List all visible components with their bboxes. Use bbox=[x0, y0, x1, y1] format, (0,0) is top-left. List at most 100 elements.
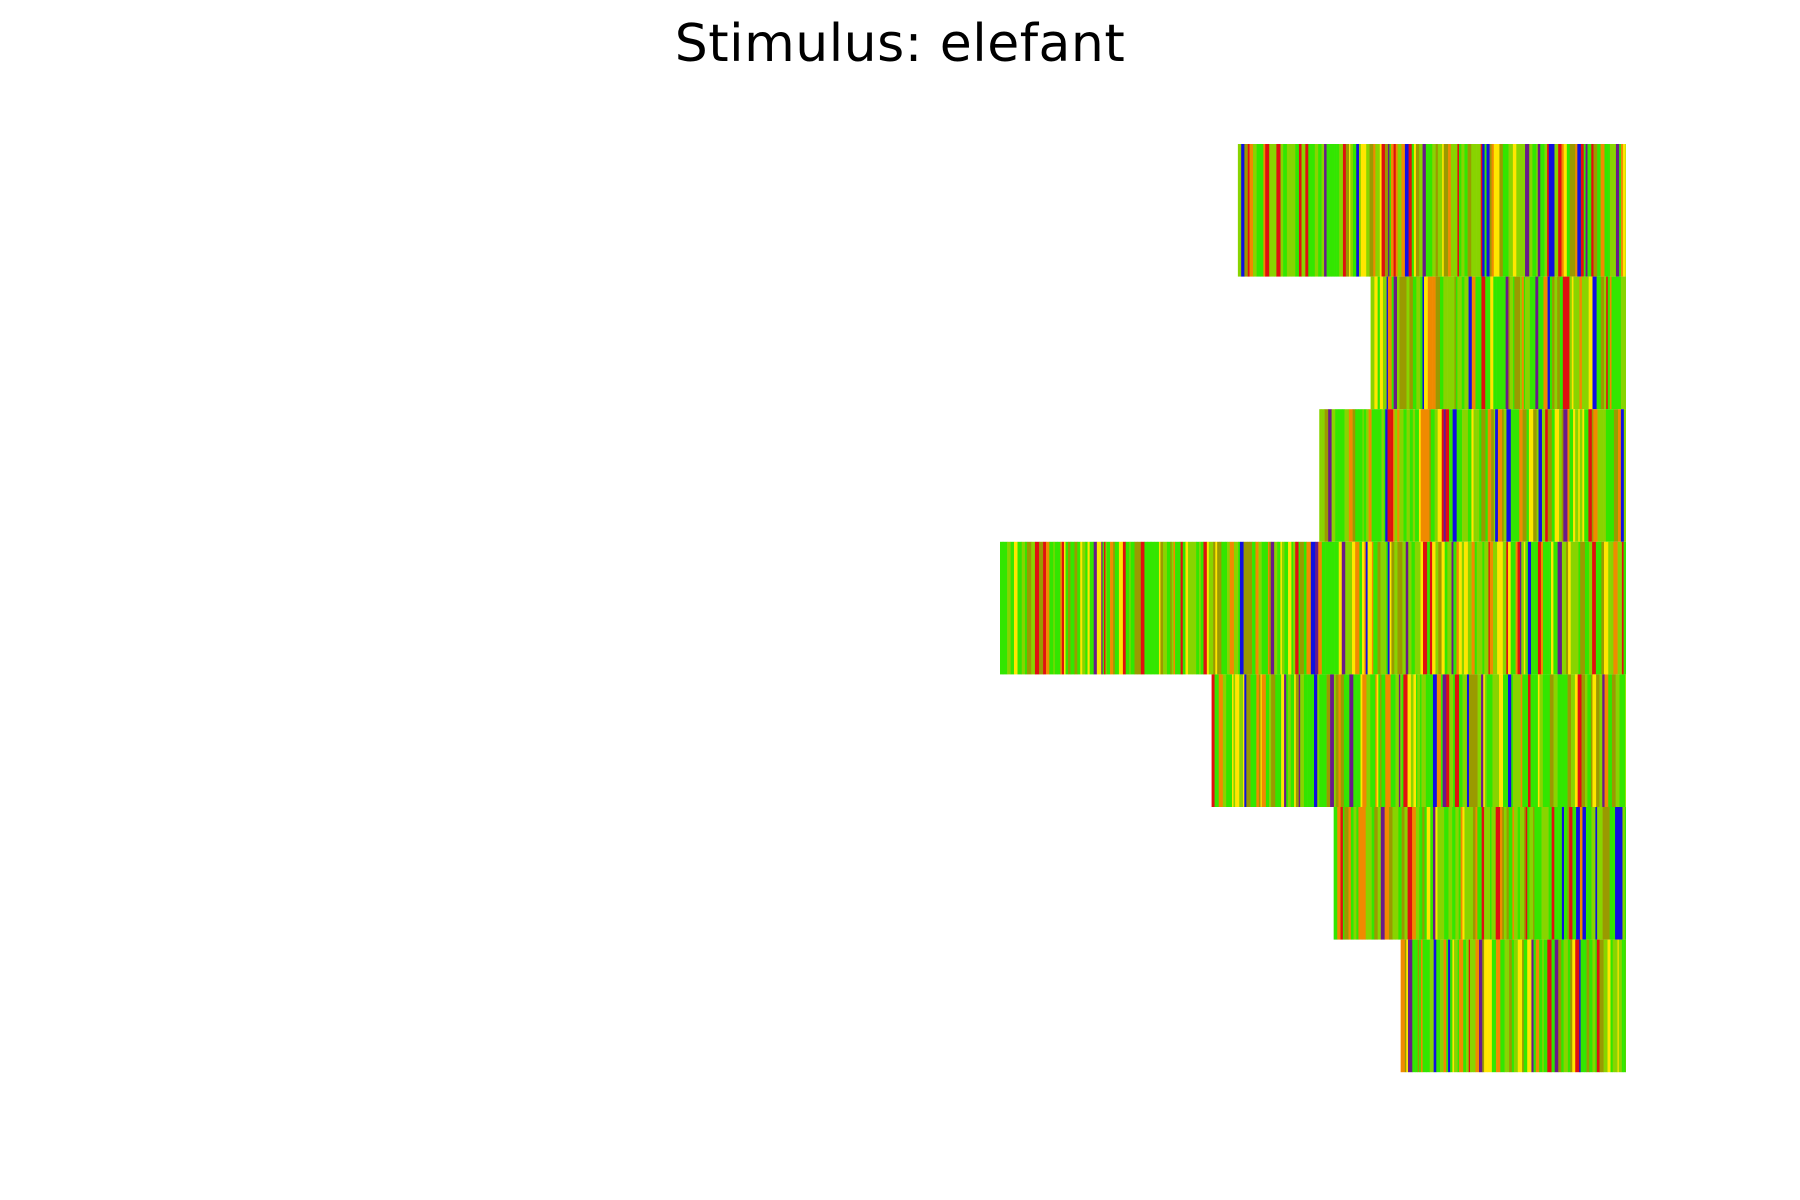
stripe bbox=[1348, 409, 1353, 542]
stripe bbox=[1523, 674, 1529, 807]
stripe bbox=[1548, 807, 1552, 940]
stripe bbox=[1537, 674, 1540, 807]
stripe bbox=[1620, 144, 1624, 277]
stripe bbox=[1600, 276, 1605, 410]
stripe bbox=[1593, 409, 1598, 542]
stripe bbox=[1468, 939, 1471, 1073]
stripe bbox=[1496, 939, 1501, 1073]
stripe bbox=[1288, 144, 1292, 277]
stripe bbox=[1563, 144, 1568, 277]
stripe bbox=[1500, 807, 1503, 940]
stripe bbox=[1218, 674, 1224, 807]
stripe bbox=[1389, 541, 1392, 675]
stripe bbox=[1584, 409, 1589, 542]
stripe bbox=[1140, 541, 1145, 675]
stripe bbox=[1544, 144, 1548, 277]
stripe bbox=[1468, 807, 1474, 940]
stripe bbox=[1423, 541, 1428, 675]
stripe bbox=[1150, 541, 1152, 675]
stripe bbox=[1317, 674, 1320, 807]
stripe bbox=[1329, 144, 1332, 277]
stripe bbox=[1238, 541, 1241, 675]
heatmap-row-2 bbox=[1370, 276, 1626, 410]
stripe bbox=[1445, 409, 1450, 542]
stripe bbox=[1387, 409, 1391, 542]
stripe bbox=[1506, 409, 1512, 542]
stripe bbox=[1321, 144, 1325, 277]
stripe bbox=[1045, 541, 1050, 675]
stripe bbox=[1237, 144, 1242, 277]
stripe bbox=[1441, 409, 1444, 542]
stripe bbox=[1474, 144, 1477, 277]
stripe bbox=[1371, 409, 1375, 542]
stripe bbox=[1531, 276, 1536, 410]
stripe bbox=[1422, 939, 1427, 1073]
stripe bbox=[1397, 541, 1402, 675]
stripe bbox=[1395, 807, 1399, 940]
stripe bbox=[1500, 939, 1505, 1073]
stripe bbox=[1336, 144, 1340, 277]
stripe bbox=[1448, 939, 1451, 1073]
stripe bbox=[1462, 807, 1465, 940]
stripe bbox=[1614, 939, 1617, 1073]
stripe bbox=[1121, 541, 1124, 675]
stripe bbox=[1573, 409, 1576, 542]
stripe bbox=[1620, 276, 1626, 410]
stripe bbox=[1402, 541, 1407, 675]
stripe bbox=[1611, 144, 1615, 277]
stripe bbox=[1446, 674, 1450, 807]
heatmap-row-7 bbox=[1400, 939, 1626, 1073]
stripe bbox=[1533, 807, 1535, 940]
stripe bbox=[1459, 939, 1464, 1073]
stripe bbox=[1457, 276, 1463, 410]
stripe bbox=[1346, 674, 1350, 807]
stripe bbox=[1196, 541, 1200, 675]
stripe bbox=[1219, 541, 1222, 675]
stripe bbox=[1393, 409, 1395, 542]
stripe bbox=[1291, 144, 1296, 277]
stripe bbox=[1432, 674, 1438, 807]
stripe bbox=[1310, 674, 1315, 807]
stripe bbox=[1419, 939, 1422, 1073]
stripe bbox=[1429, 939, 1434, 1073]
stripe bbox=[1603, 939, 1608, 1073]
stripe bbox=[1249, 541, 1253, 675]
stripe bbox=[1569, 807, 1573, 940]
stripe bbox=[1401, 807, 1405, 940]
stripe bbox=[1487, 939, 1493, 1073]
stripe bbox=[1170, 541, 1173, 675]
stripe bbox=[1599, 939, 1602, 1073]
stripe bbox=[1620, 541, 1623, 675]
stripe bbox=[1110, 541, 1114, 675]
stripe bbox=[1623, 409, 1626, 542]
stripe bbox=[1504, 144, 1509, 277]
stripe bbox=[1549, 674, 1554, 807]
stripe bbox=[1497, 541, 1500, 675]
stripe bbox=[1034, 541, 1040, 675]
stripe bbox=[1462, 409, 1465, 542]
stripe bbox=[1326, 674, 1331, 807]
stripe bbox=[1607, 276, 1611, 410]
stripe bbox=[1101, 541, 1103, 675]
stripe bbox=[1303, 674, 1308, 807]
stripe bbox=[1393, 144, 1397, 277]
stripe bbox=[1592, 541, 1597, 675]
stripe bbox=[1060, 541, 1063, 675]
stripe bbox=[1411, 144, 1415, 277]
stripe bbox=[1287, 674, 1292, 807]
stripe bbox=[1449, 674, 1454, 807]
stripe bbox=[1394, 409, 1398, 542]
stripe bbox=[1482, 144, 1485, 277]
stripe bbox=[1611, 674, 1616, 807]
stripe bbox=[1460, 807, 1463, 940]
stripe bbox=[1549, 276, 1553, 410]
stripe bbox=[1615, 674, 1620, 807]
stripe bbox=[1458, 541, 1463, 675]
stripe bbox=[1206, 541, 1210, 675]
stripe bbox=[1361, 807, 1367, 940]
stripe bbox=[1368, 409, 1372, 542]
stripe bbox=[1609, 276, 1612, 410]
stripe bbox=[1443, 939, 1447, 1073]
stripe bbox=[1252, 144, 1257, 277]
stripe bbox=[1341, 541, 1346, 675]
